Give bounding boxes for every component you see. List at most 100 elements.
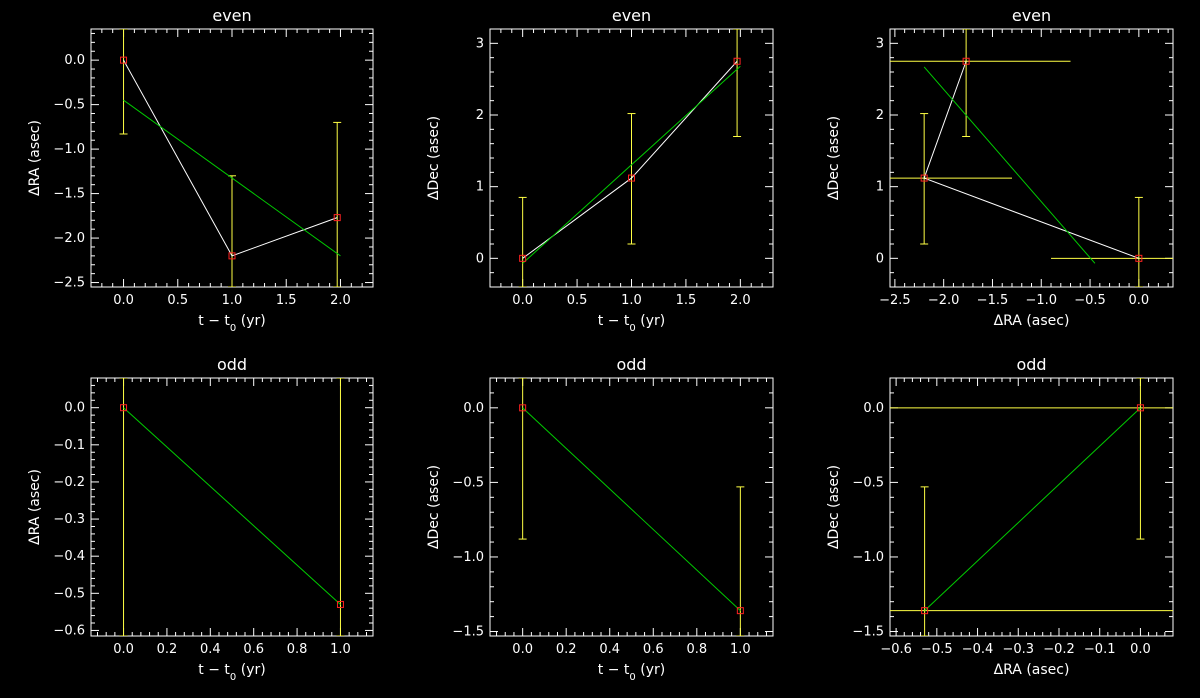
- panel-title: odd: [217, 355, 247, 374]
- panel-6: odd −0.6 −0.5 −0.4 −0.3 −0.2 −0.1 0.0 −1.5 −1.0 −0…: [826, 355, 1174, 678]
- y-tick-label: 3: [476, 36, 484, 51]
- x-tick-label: −1.5: [977, 293, 1009, 308]
- y-tick-label: 2: [876, 108, 884, 123]
- plot-area: [890, 378, 1173, 636]
- y-tick-label: −0.6: [53, 623, 85, 638]
- x-tick-label: −0.5: [921, 642, 953, 657]
- panel-3: even −2.5 −2.0 −1.5 −1.0 −0.5 0.0 0 1 2 3 ΔRA (asec…: [826, 6, 1174, 329]
- x-axis-label: t − t0 (yr): [198, 662, 265, 683]
- x-tick-label: 2.0: [330, 293, 351, 308]
- y-axis-label: ΔDec (asec): [426, 465, 442, 549]
- y-tick-label: −0.4: [53, 549, 85, 564]
- y-tick-label: −0.3: [53, 512, 85, 527]
- y-tick-label: 0.0: [64, 401, 85, 416]
- panel-title: even: [212, 6, 251, 25]
- y-tick-label: −2.0: [53, 231, 85, 246]
- x-tick-label: −0.3: [1002, 642, 1034, 657]
- panel-title: odd: [1016, 355, 1046, 374]
- plot-frame: [489, 377, 774, 637]
- data-path: [923, 61, 1140, 259]
- data-point: [733, 57, 741, 65]
- x-tick-label: 2.0: [730, 293, 751, 308]
- data-point: [1135, 254, 1143, 262]
- y-tick-label: 2: [476, 108, 484, 123]
- data-path: [522, 60, 738, 259]
- y-axis-label: ΔDec (asec): [826, 465, 842, 549]
- y-tick-label: −0.2: [53, 475, 85, 490]
- data-point: [920, 174, 928, 182]
- y-tick-label: 0.0: [64, 53, 85, 68]
- x-tick-label: −1.0: [1025, 293, 1057, 308]
- plot-frame: [889, 377, 1174, 637]
- y-tick-label: −1.5: [53, 187, 85, 202]
- y-tick-label: −0.1: [53, 438, 85, 453]
- fit-line: [522, 65, 741, 264]
- data-point: [336, 600, 344, 608]
- y-tick-label: −0.5: [452, 475, 484, 490]
- x-axis-label: t − t0 (yr): [198, 313, 265, 334]
- plot-area: [119, 378, 345, 636]
- x-tick-label: 0.8: [686, 642, 707, 657]
- x-tick-label: 1.0: [730, 642, 751, 657]
- data-point: [519, 404, 527, 412]
- x-axis-label: t − t0 (yr): [598, 662, 665, 683]
- fit-line: [924, 407, 1141, 612]
- x-axis-label: ΔRA (asec): [994, 313, 1070, 329]
- panel-title: even: [1012, 6, 1051, 25]
- x-tick-label: −0.1: [1084, 642, 1116, 657]
- y-axis-label: ΔDec (asec): [826, 116, 842, 200]
- y-tick-label: −1.0: [852, 550, 884, 565]
- y-tick-label: 3: [876, 36, 884, 51]
- x-tick-label: 0.4: [200, 642, 221, 657]
- x-tick-label: 0.0: [1129, 293, 1150, 308]
- data-point: [120, 404, 128, 412]
- plot-area: [890, 29, 1173, 287]
- x-tick-label: 0.6: [243, 642, 264, 657]
- data-point: [921, 607, 929, 615]
- x-tick-label: 0.5: [567, 293, 588, 308]
- x-tick-label: −2.0: [928, 293, 960, 308]
- y-tick-label: −2.5: [53, 276, 85, 291]
- x-tick-label: 0.0: [512, 642, 533, 657]
- x-tick-label: 1.0: [330, 642, 351, 657]
- y-tick-label: −0.5: [852, 475, 884, 490]
- y-axis-label: ΔDec (asec): [426, 116, 442, 200]
- x-tick-label: −2.5: [879, 293, 911, 308]
- data-path: [123, 59, 338, 257]
- panel-title: odd: [616, 355, 646, 374]
- data-point: [736, 607, 744, 615]
- x-tick-label: 1.5: [676, 293, 697, 308]
- data-point: [333, 214, 341, 222]
- y-tick-label: −1.0: [53, 142, 85, 157]
- y-tick-label: 0.0: [863, 401, 884, 416]
- plot-area: [518, 378, 745, 636]
- x-axis-label: t − t0 (yr): [598, 313, 665, 334]
- y-tick-label: −1.0: [452, 550, 484, 565]
- y-axis-label: ΔRA (asec): [27, 120, 43, 196]
- y-tick-label: −1.5: [852, 625, 884, 640]
- panel-title: even: [612, 6, 651, 25]
- y-tick-label: 0: [476, 251, 484, 266]
- data-point: [519, 254, 527, 262]
- fit-line: [123, 407, 341, 605]
- plot-area: [518, 29, 742, 287]
- x-tick-label: −0.5: [1074, 293, 1106, 308]
- x-tick-label: −0.4: [962, 642, 994, 657]
- plot-frame: [90, 377, 374, 637]
- y-tick-label: −0.5: [53, 98, 85, 113]
- x-tick-label: 1.0: [621, 293, 642, 308]
- fit-line: [123, 99, 341, 257]
- panel-1: even 0.0 0.5 1.0 1.5 2.0 −2.5 −2.0 −1.5 −1.0 −0.5 0…: [27, 6, 374, 334]
- data-point: [228, 252, 236, 260]
- x-tick-label: 0.0: [512, 293, 533, 308]
- x-tick-label: 0.0: [113, 642, 134, 657]
- x-tick-label: 0.8: [287, 642, 308, 657]
- y-axis-label: ΔRA (asec): [27, 469, 43, 545]
- panel-5: odd 0.0 0.2 0.4 0.6 0.8 1.0 −1.5 −1.0 −0.5 0.0 t − …: [426, 355, 774, 683]
- x-tick-label: 0.6: [643, 642, 664, 657]
- data-point: [962, 57, 970, 65]
- x-tick-label: 0.2: [157, 642, 178, 657]
- fit-line: [923, 66, 1096, 264]
- plot-frame: [889, 28, 1174, 288]
- x-tick-label: 0.2: [556, 642, 577, 657]
